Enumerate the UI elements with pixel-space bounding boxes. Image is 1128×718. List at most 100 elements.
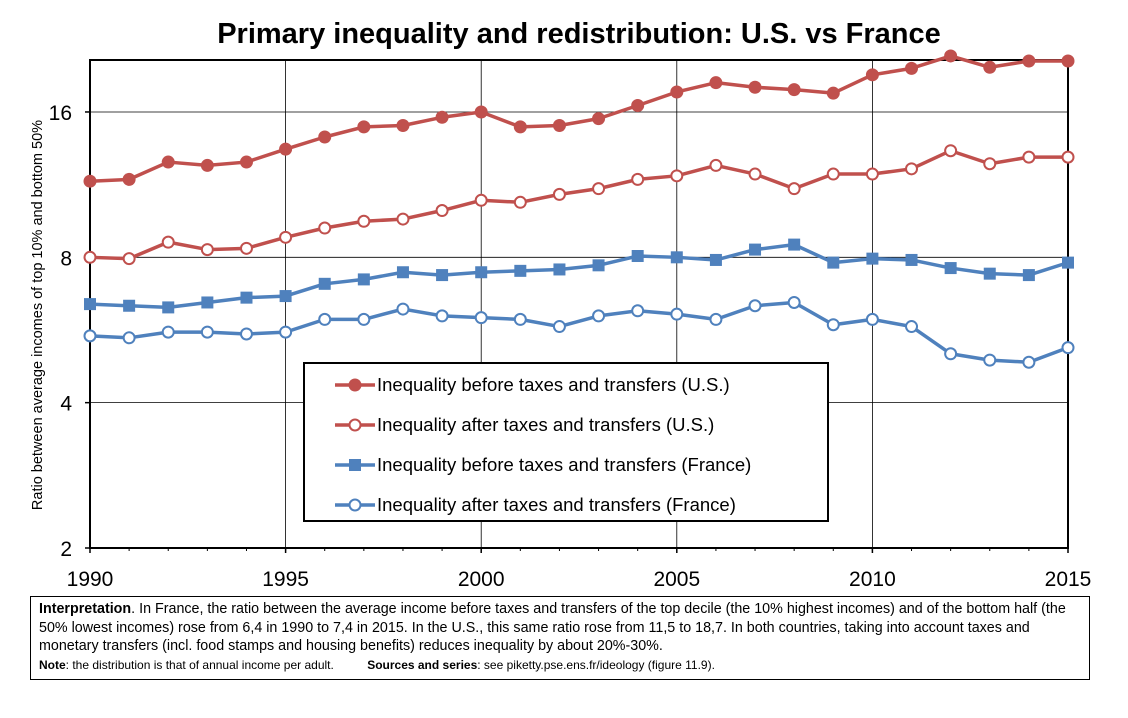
y-tick-label: 8 xyxy=(60,247,72,270)
data-point xyxy=(748,167,762,181)
legend-item-us-before: Inequality before taxes and transfers (U… xyxy=(333,370,730,400)
data-point xyxy=(1061,54,1075,68)
chart-title: Primary inequality and redistribution: U… xyxy=(217,18,941,50)
data-point xyxy=(983,157,997,171)
series-line-1 xyxy=(89,148,1068,261)
legend-item-fr-after: Inequality after taxes and transfers (Fr… xyxy=(333,490,736,520)
data-point xyxy=(239,155,253,169)
data-point xyxy=(552,320,566,334)
data-point xyxy=(827,256,840,269)
data-point xyxy=(83,174,97,188)
data-point xyxy=(552,119,566,133)
notes-box: Interpretation. In France, the ratio bet… xyxy=(30,596,1090,680)
x-tick-label: 2005 xyxy=(653,568,700,591)
data-point xyxy=(435,110,449,124)
data-point xyxy=(474,193,488,207)
data-point xyxy=(83,329,97,343)
data-point xyxy=(826,86,840,100)
data-point xyxy=(161,155,175,169)
data-point xyxy=(709,253,722,266)
data-point xyxy=(1022,54,1036,68)
data-point xyxy=(865,167,879,181)
data-point xyxy=(240,291,253,304)
data-point xyxy=(1022,150,1036,164)
data-point xyxy=(670,169,684,183)
data-point xyxy=(944,262,957,275)
data-point xyxy=(200,325,214,339)
data-point xyxy=(396,302,410,316)
data-point xyxy=(983,60,997,74)
data-point xyxy=(1022,269,1035,282)
legend-label-fr-before: Inequality before taxes and transfers (F… xyxy=(377,454,752,475)
legend-item-us-after: Inequality after taxes and transfers (U.… xyxy=(333,410,714,440)
data-point xyxy=(513,195,527,209)
data-point xyxy=(592,309,606,323)
data-point xyxy=(709,312,723,326)
data-point xyxy=(905,61,919,75)
data-point xyxy=(865,68,879,82)
data-point xyxy=(474,311,488,325)
data-point xyxy=(1061,150,1075,164)
data-point xyxy=(670,85,684,99)
data-point xyxy=(435,309,449,323)
data-point xyxy=(631,250,644,263)
data-point xyxy=(983,353,997,367)
y-tick-label: 2 xyxy=(60,538,72,561)
data-point xyxy=(122,331,136,345)
data-point xyxy=(279,290,292,303)
data-point xyxy=(631,99,645,113)
data-point xyxy=(826,318,840,332)
data-point xyxy=(709,158,723,172)
data-point xyxy=(865,312,879,326)
data-point xyxy=(748,299,762,313)
data-point xyxy=(318,277,331,290)
data-point xyxy=(436,269,449,282)
sources-label: Sources and series xyxy=(367,657,478,672)
data-point xyxy=(1022,355,1036,369)
x-tick-label: 2000 xyxy=(458,568,505,591)
data-point xyxy=(787,83,801,97)
data-point xyxy=(357,312,371,326)
data-point xyxy=(787,182,801,196)
data-point xyxy=(749,243,762,256)
series-line-2 xyxy=(89,242,1069,310)
data-point xyxy=(592,182,606,196)
data-point xyxy=(318,312,332,326)
data-point xyxy=(787,295,801,309)
data-point xyxy=(84,298,96,311)
data-point xyxy=(553,263,566,276)
data-point xyxy=(513,120,527,134)
data-point xyxy=(592,112,606,126)
data-point xyxy=(279,325,293,339)
data-point xyxy=(788,238,801,251)
data-point xyxy=(905,253,918,266)
interpretation-label: Interpretation xyxy=(39,601,132,617)
data-point xyxy=(200,243,214,257)
data-point xyxy=(162,301,175,314)
data-point xyxy=(201,296,214,309)
data-point xyxy=(748,80,762,94)
note-text: : the distribution is that of annual inc… xyxy=(65,657,334,672)
legend-marker-fr-after xyxy=(335,498,375,512)
data-point xyxy=(826,167,840,181)
data-point xyxy=(631,172,645,186)
data-point xyxy=(670,251,683,264)
series-line-3 xyxy=(89,300,1069,365)
legend-label-us-before: Inequality before taxes and transfers (U… xyxy=(377,374,730,395)
data-point xyxy=(83,250,97,264)
note-label: Note xyxy=(39,657,66,672)
sources-text: : see piketty.pse.ens.fr/ideology (figur… xyxy=(477,657,715,672)
legend-label-us-after: Inequality after taxes and transfers (U.… xyxy=(377,414,715,435)
data-point xyxy=(944,49,958,63)
data-point xyxy=(670,307,684,321)
data-point xyxy=(279,142,293,156)
data-point xyxy=(905,320,919,334)
data-point xyxy=(396,266,409,279)
data-point xyxy=(357,273,370,286)
interpretation-text: . In France, the ratio between the avera… xyxy=(39,601,1066,654)
data-point xyxy=(435,204,449,218)
data-point xyxy=(279,230,293,244)
data-point xyxy=(357,120,371,134)
y-tick-label: 4 xyxy=(60,393,72,416)
